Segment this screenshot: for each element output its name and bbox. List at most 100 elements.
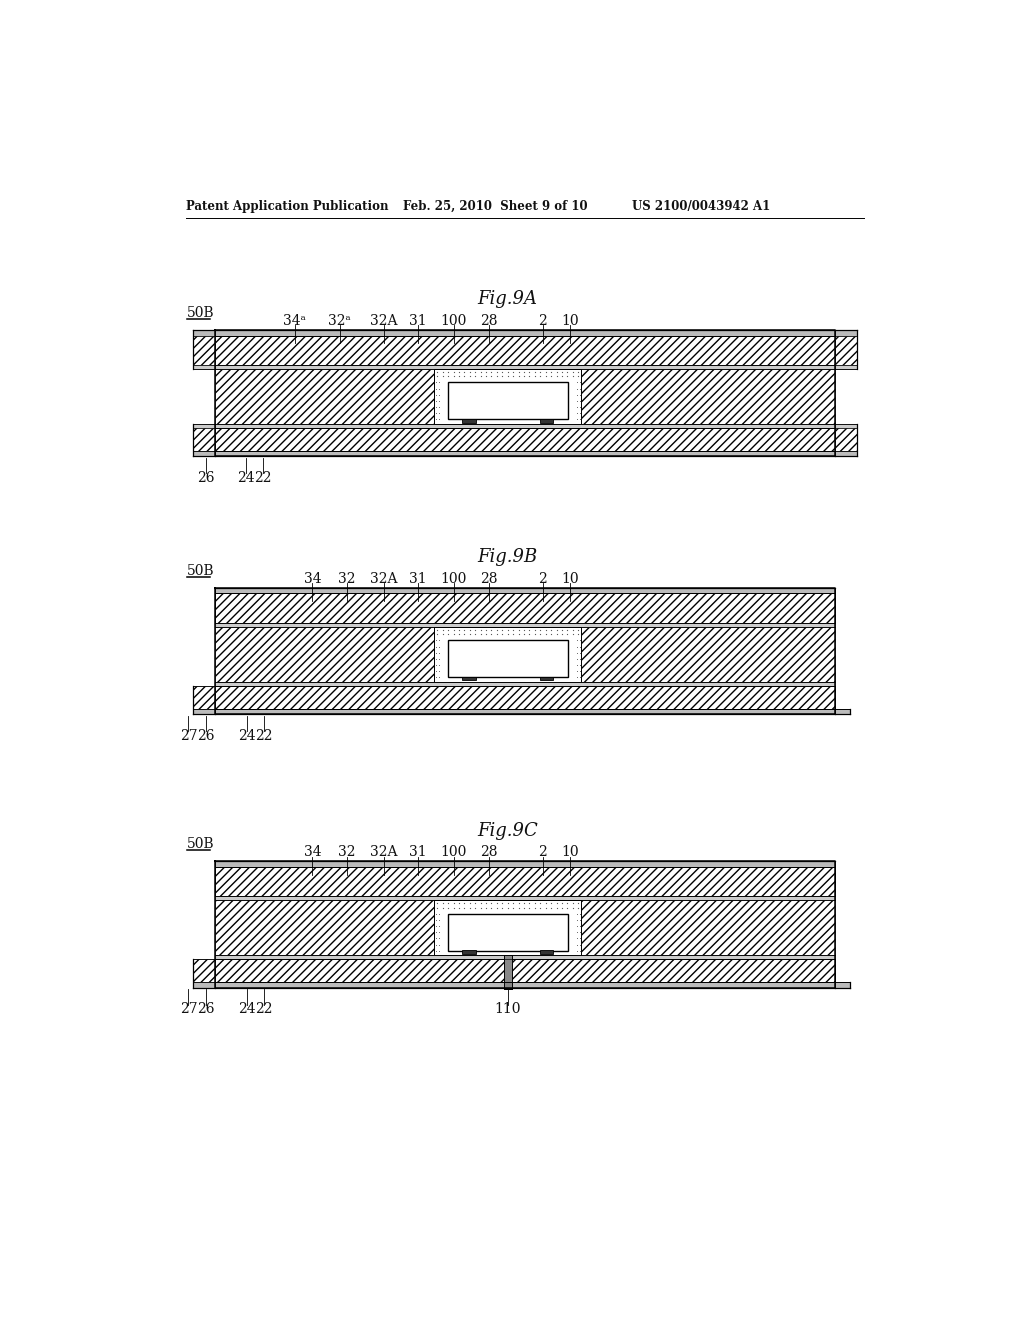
Bar	[462, 418, 476, 422]
Text: 31: 31	[409, 845, 427, 859]
Text: 2: 2	[539, 572, 547, 586]
Bar	[215, 862, 835, 867]
Text: 100: 100	[440, 572, 467, 586]
Bar	[215, 451, 835, 457]
Bar	[194, 709, 215, 714]
Bar	[835, 364, 856, 368]
Bar	[194, 451, 215, 457]
Bar	[215, 428, 835, 451]
Bar	[194, 960, 215, 982]
Text: 24: 24	[237, 471, 255, 484]
Text: 50B: 50B	[187, 837, 214, 851]
Bar	[540, 950, 554, 954]
Bar	[462, 950, 476, 954]
Bar	[215, 589, 835, 594]
Text: Fig.9C: Fig.9C	[477, 821, 539, 840]
Text: 32A: 32A	[370, 845, 397, 859]
Text: 100: 100	[440, 845, 467, 859]
Text: Fig.9A: Fig.9A	[478, 290, 538, 309]
Bar	[582, 900, 835, 956]
Bar	[835, 709, 850, 714]
Bar	[540, 677, 554, 681]
Text: 34: 34	[304, 572, 322, 586]
Bar	[835, 428, 856, 451]
Text: 27: 27	[179, 729, 198, 743]
Bar	[194, 335, 215, 364]
Text: 110: 110	[495, 1002, 521, 1016]
Bar	[582, 627, 835, 682]
Bar	[434, 627, 582, 682]
Bar	[215, 368, 434, 424]
Text: 100: 100	[440, 314, 467, 327]
Text: 32A: 32A	[370, 572, 397, 586]
Bar	[215, 594, 835, 623]
Text: US 2100/0043942 A1: US 2100/0043942 A1	[632, 199, 770, 213]
Bar	[449, 913, 568, 950]
Text: 22: 22	[255, 729, 272, 743]
Bar	[215, 900, 434, 956]
Text: 26: 26	[197, 1002, 214, 1016]
Text: 24: 24	[239, 729, 256, 743]
Bar	[215, 627, 434, 682]
Text: 32ᵃ: 32ᵃ	[329, 314, 351, 327]
Bar	[449, 640, 568, 677]
Bar	[215, 330, 835, 335]
Text: 50B: 50B	[187, 306, 214, 321]
Text: Feb. 25, 2010  Sheet 9 of 10: Feb. 25, 2010 Sheet 9 of 10	[403, 199, 588, 213]
Text: 28: 28	[480, 845, 498, 859]
Bar	[215, 682, 835, 686]
Text: 26: 26	[197, 471, 214, 484]
Bar	[194, 330, 215, 335]
Bar	[215, 623, 835, 627]
Bar	[194, 428, 215, 451]
Text: Fig.9B: Fig.9B	[477, 548, 538, 566]
Bar	[215, 364, 835, 368]
Text: 34ᵃ: 34ᵃ	[284, 314, 306, 327]
Bar	[835, 330, 856, 335]
Text: 34: 34	[304, 845, 322, 859]
Bar	[194, 364, 215, 368]
Text: 31: 31	[409, 314, 427, 327]
Text: 32A: 32A	[370, 314, 397, 327]
Bar	[462, 677, 476, 681]
Text: 2: 2	[539, 845, 547, 859]
Text: 10: 10	[561, 572, 579, 586]
Bar	[194, 686, 215, 709]
Bar	[434, 900, 582, 956]
Text: 50B: 50B	[187, 564, 214, 578]
Bar	[194, 424, 215, 428]
Bar	[835, 335, 856, 364]
Bar	[215, 960, 835, 982]
Text: 28: 28	[480, 572, 498, 586]
Text: 31: 31	[409, 572, 427, 586]
Text: 28: 28	[480, 314, 498, 327]
Bar	[215, 956, 835, 960]
Text: 32: 32	[338, 572, 355, 586]
Bar	[449, 383, 568, 420]
Text: 24: 24	[239, 1002, 256, 1016]
Text: 27: 27	[179, 1002, 198, 1016]
Bar	[215, 982, 835, 987]
Text: 22: 22	[255, 1002, 272, 1016]
Text: 10: 10	[561, 845, 579, 859]
Bar	[835, 424, 856, 428]
Bar	[215, 686, 835, 709]
Text: Patent Application Publication: Patent Application Publication	[186, 199, 389, 213]
Bar	[215, 867, 835, 896]
Bar	[215, 424, 835, 428]
Text: 10: 10	[561, 314, 579, 327]
Bar	[504, 956, 512, 989]
Text: 26: 26	[197, 729, 214, 743]
Bar	[215, 709, 835, 714]
Bar	[434, 368, 582, 424]
Bar	[582, 368, 835, 424]
Text: 2: 2	[539, 314, 547, 327]
Text: 22: 22	[254, 471, 271, 484]
Text: 32: 32	[338, 845, 355, 859]
Bar	[194, 982, 215, 987]
Bar	[215, 335, 835, 364]
Bar	[540, 418, 554, 422]
Bar	[215, 896, 835, 900]
Bar	[835, 982, 850, 987]
Bar	[835, 451, 856, 457]
